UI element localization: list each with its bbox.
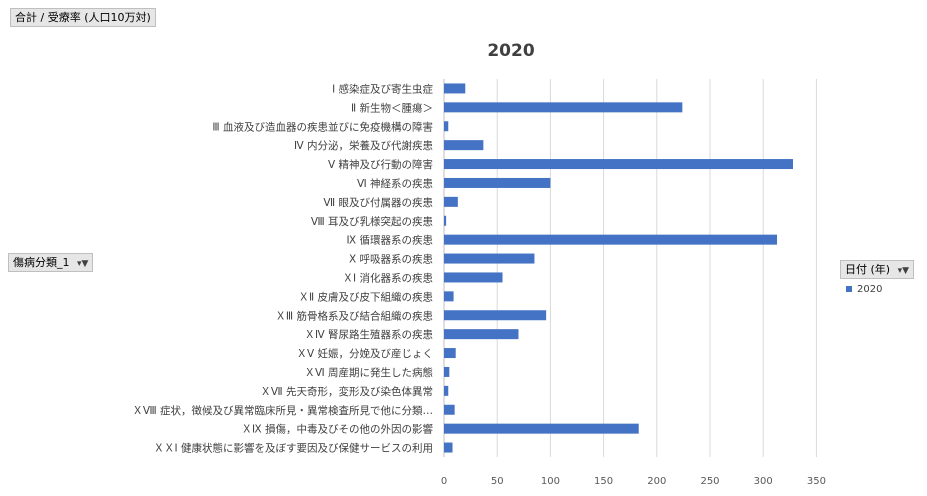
- category-field-button[interactable]: 傷病分類_1 ▾▼: [8, 253, 94, 272]
- series-field-label: 日付 (年): [845, 263, 891, 276]
- x-tick-label: 50: [491, 476, 504, 487]
- tick-labels: 0 50 100 150 200 250 300 350: [441, 476, 826, 487]
- category-label: ＸⅠ 消化器系の疾患: [343, 271, 433, 284]
- bars: [444, 83, 793, 453]
- bar[interactable]: [444, 366, 450, 377]
- bar[interactable]: [444, 140, 484, 151]
- category-label: Ⅳ 内分泌，栄養及び代謝疾患: [294, 139, 433, 152]
- bar[interactable]: [444, 234, 778, 245]
- bar[interactable]: [444, 215, 447, 226]
- bar[interactable]: [444, 385, 449, 396]
- bar[interactable]: [444, 329, 519, 340]
- value-field-label: 合計 / 受療率 (人口10万対): [15, 11, 151, 24]
- category-label: Ⅹ 呼吸器系の疾患: [349, 253, 433, 266]
- series-field-button[interactable]: 日付 (年) ▾▼: [840, 260, 915, 279]
- bar[interactable]: [444, 83, 466, 94]
- chart-title: 2020: [487, 41, 534, 61]
- x-tick-label: 150: [594, 476, 613, 487]
- bar[interactable]: [444, 102, 683, 113]
- bar[interactable]: [444, 177, 551, 188]
- bar[interactable]: [444, 442, 453, 453]
- category-label: ＸⅦ 先天奇形，変形及び染色体異常: [260, 385, 433, 398]
- category-label: ＸⅥ 周産期に発生した病態: [304, 366, 433, 379]
- category-field-label: 傷病分類_1: [13, 256, 70, 269]
- category-label: Ⅷ 耳及び乳様突起の疾患: [311, 215, 433, 228]
- grid-lines: [443, 79, 817, 457]
- category-labels: Ⅰ 感染症及び寄生虫症 Ⅱ 新生物＜腫瘍＞ Ⅲ 血液及び造血器の疾患並びに免疫機構の…: [132, 82, 433, 454]
- legend-entry: 2020: [857, 284, 883, 295]
- category-label: ＸⅧ 症状，徴候及び異常臨床所見・異常検査所見で他に分類…: [132, 404, 433, 417]
- bar[interactable]: [444, 423, 639, 434]
- x-tick-label: 100: [541, 476, 560, 487]
- x-tick-label: 250: [700, 476, 719, 487]
- bar[interactable]: [444, 196, 458, 207]
- bar[interactable]: [444, 348, 456, 359]
- category-label: Ⅸ 循環器系の疾患: [347, 234, 433, 247]
- category-label: Ⅶ 眼及び付属器の疾患: [323, 196, 433, 209]
- bar[interactable]: [444, 291, 454, 302]
- category-label: Ⅴ 精神及び行動の障害: [328, 158, 433, 171]
- category-label: ＸⅢ 筋骨格系及び結合組織の疾患: [275, 309, 433, 322]
- category-label: ＸⅤ 妊娠，分娩及び産じょく: [296, 347, 433, 360]
- category-label: ＸⅣ 腎尿路生殖器系の疾患: [304, 328, 433, 341]
- bar[interactable]: [444, 404, 455, 415]
- category-label: Ⅰ 感染症及び寄生虫症: [332, 82, 433, 95]
- x-tick-label: 350: [807, 476, 826, 487]
- x-tick-label: 200: [647, 476, 666, 487]
- bar[interactable]: [444, 121, 449, 132]
- x-tick-label: 300: [754, 476, 773, 487]
- bar[interactable]: [444, 253, 535, 264]
- filter-dropdown-icon[interactable]: ▾▼: [77, 259, 89, 269]
- category-label: Ⅱ 新生物＜腫瘍＞: [351, 101, 433, 114]
- category-label: Ⅵ 神経系の疾患: [357, 177, 433, 190]
- x-tick-label: 0: [441, 476, 447, 487]
- category-label: Ⅲ 血液及び造血器の疾患並びに免疫機構の障害: [212, 120, 433, 133]
- bar[interactable]: [444, 310, 547, 321]
- legend: 2020: [846, 284, 882, 295]
- legend-swatch: [846, 286, 852, 292]
- bar[interactable]: [444, 272, 503, 283]
- category-label: ＸⅨ 損傷，中毒及びその他の外因の影響: [242, 423, 434, 436]
- value-field-button[interactable]: 合計 / 受療率 (人口10万対): [10, 8, 156, 27]
- category-label: ＸⅡ 皮膚及び皮下組織の疾患: [298, 290, 433, 303]
- category-label: ＸＸⅠ 健康状態に影響を及ぼす要因及び保健サービスの利用: [154, 442, 433, 455]
- filter-dropdown-icon[interactable]: ▾▼: [897, 266, 910, 276]
- bar[interactable]: [444, 159, 793, 170]
